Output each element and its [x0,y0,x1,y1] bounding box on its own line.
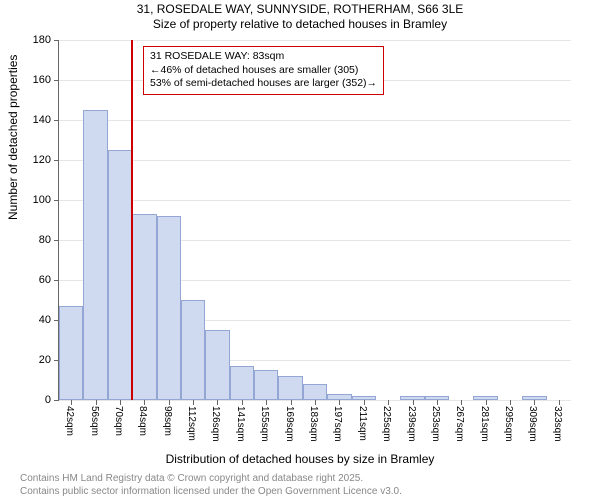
x-tick [559,400,560,405]
x-tick-label: 84sqm [137,406,148,436]
chart-title-line2: Size of property relative to detached ho… [0,17,600,32]
gridline-h [59,160,571,161]
x-tick [71,400,72,405]
x-axis-label: Distribution of detached houses by size … [0,452,600,466]
x-tick-label: 239sqm [406,406,417,442]
x-tick [388,400,389,405]
x-tick-label: 197sqm [332,406,343,442]
annotation-line1: 31 ROSEDALE WAY: 83sqm [150,50,377,64]
x-tick-label: 112sqm [186,406,197,441]
chart-footer: Contains HM Land Registry data © Crown c… [20,473,402,498]
x-tick [169,400,170,405]
arrow-left-icon: ← [150,64,161,78]
annotation-line2: ← 46% of detached houses are smaller (30… [150,64,377,78]
histogram-bar [181,300,205,400]
annotation-line3: 53% of semi-detached houses are larger (… [150,77,377,91]
x-tick [266,400,267,405]
histogram-bar [254,370,278,400]
footer-line2: Contains public sector information licen… [20,486,402,499]
histogram-bar [303,384,327,400]
y-tick-label: 120 [33,154,59,166]
x-tick [96,400,97,405]
histogram-bar [83,110,107,400]
y-tick-label: 20 [39,354,59,366]
x-tick [534,400,535,405]
x-tick [315,400,316,405]
x-tick-label: 126sqm [210,406,221,442]
histogram-bar [352,396,376,400]
x-tick [144,400,145,405]
y-tick-label: 60 [39,274,59,286]
x-tick-label: 211sqm [357,406,368,441]
x-tick-label: 98sqm [162,406,173,436]
x-tick-label: 225sqm [381,406,392,442]
annotation-box: 31 ROSEDALE WAY: 83sqm ← 46% of detached… [143,46,384,95]
x-tick [339,400,340,405]
x-tick [242,400,243,405]
reference-line [131,40,133,400]
chart-title-line1: 31, ROSEDALE WAY, SUNNYSIDE, ROTHERHAM, … [0,2,600,17]
x-tick-label: 155sqm [259,406,270,442]
x-tick-label: 141sqm [235,406,246,442]
gridline-h [59,40,571,41]
arrow-right-icon: → [367,77,378,91]
x-tick-label: 56sqm [89,406,100,436]
histogram-bar [205,330,229,400]
y-tick-label: 0 [45,394,59,406]
x-tick-label: 70sqm [113,406,124,436]
y-axis-label: Number of detached properties [6,55,20,220]
y-tick-label: 80 [39,234,59,246]
histogram-bar [400,396,424,400]
y-tick-label: 40 [39,314,59,326]
footer-line1: Contains HM Land Registry data © Crown c… [20,473,402,486]
plot-area: 31 ROSEDALE WAY: 83sqm ← 46% of detached… [58,40,571,401]
x-tick [413,400,414,405]
histogram-bar [157,216,181,400]
x-tick [461,400,462,405]
y-tick-label: 140 [33,114,59,126]
x-tick [437,400,438,405]
histogram-bar [278,376,302,400]
x-tick-label: 253sqm [430,406,441,442]
y-tick-label: 100 [33,194,59,206]
histogram-bar [108,150,132,400]
y-tick-label: 160 [33,74,59,86]
x-tick [193,400,194,405]
annotation-line2-text: 46% of detached houses are smaller (305) [161,64,359,76]
histogram-bar [425,396,449,400]
histogram-bar [473,396,497,400]
x-tick-label: 309sqm [527,406,538,442]
x-tick [486,400,487,405]
x-tick [291,400,292,405]
x-tick-label: 267sqm [454,406,465,442]
chart-titles: 31, ROSEDALE WAY, SUNNYSIDE, ROTHERHAM, … [0,2,600,32]
histogram-bar [522,396,546,400]
histogram-bar [132,214,156,400]
x-tick [120,400,121,405]
x-tick-label: 42sqm [64,406,75,436]
x-tick [217,400,218,405]
x-tick-label: 295sqm [503,406,514,442]
x-tick-label: 281sqm [479,406,490,442]
x-tick-label: 183sqm [308,406,319,442]
histogram-bar [230,366,254,400]
x-tick-label: 323sqm [552,406,563,442]
histogram-bar [327,394,351,400]
gridline-h [59,120,571,121]
x-tick-label: 169sqm [284,406,295,442]
histogram-bar [59,306,83,400]
x-tick [510,400,511,405]
y-tick-label: 180 [33,34,59,46]
chart-container: 31, ROSEDALE WAY, SUNNYSIDE, ROTHERHAM, … [0,0,600,500]
gridline-h [59,200,571,201]
x-tick [364,400,365,405]
annotation-line3-text: 53% of semi-detached houses are larger (… [150,77,367,89]
